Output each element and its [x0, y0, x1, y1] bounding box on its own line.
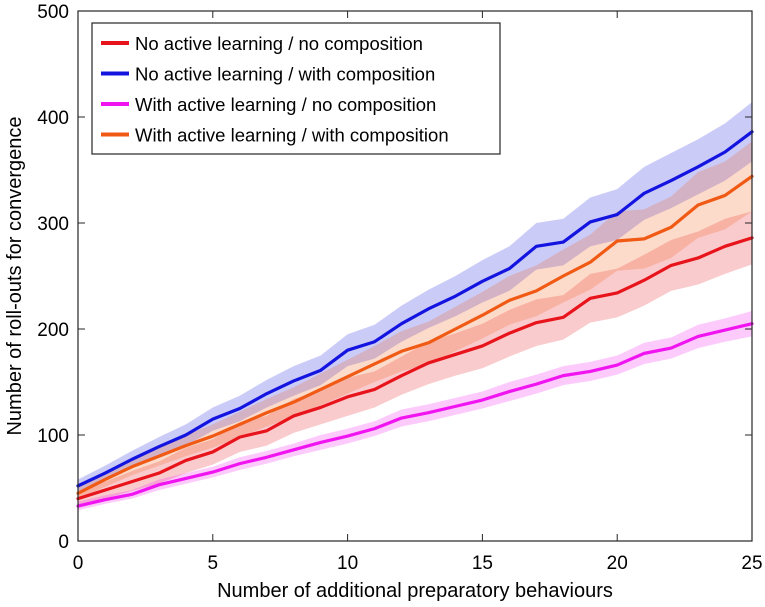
x-tick-label: 20 [607, 553, 628, 574]
x-tick-labels: 0 5 10 15 20 25 [73, 553, 763, 574]
plot-area-frame [77, 10, 753, 542]
legend-label: No active learning / with composition [135, 64, 435, 85]
y-tick-label: 500 [37, 2, 69, 23]
y-tick-label: 300 [37, 214, 69, 235]
line-with-active-learning-no-composition [76, 322, 754, 508]
legend-label: With active learning / with composition [135, 125, 449, 146]
legend-box [91, 22, 501, 155]
y-tick-label: 0 [58, 532, 69, 553]
legend-label: No active learning / no composition [135, 33, 423, 54]
series-lines [76, 130, 754, 508]
band-no-active-learning-with-composition [78, 102, 752, 493]
line-with-active-learning-with-composition [76, 174, 754, 495]
y-tick-label: 200 [37, 320, 69, 341]
y-axis-label: Number of roll-outs for convergence [4, 116, 26, 435]
axis-ticks [77, 10, 753, 542]
band-with-active-learning-with-composition [78, 141, 752, 499]
y-tick-labels: 0 100 200 300 400 500 [37, 2, 69, 553]
x-tick-label: 5 [208, 553, 219, 574]
x-axis-label: Number of additional preparatory behavio… [217, 580, 613, 602]
y-tick-label: 400 [37, 108, 69, 129]
x-tick-label: 25 [741, 553, 762, 574]
legend-label: With active learning / no composition [135, 94, 436, 115]
x-tick-label: 0 [73, 553, 84, 574]
band-no-active-learning-no-composition [78, 211, 752, 505]
line-no-active-learning-no-composition [76, 236, 754, 501]
x-tick-label: 15 [472, 553, 493, 574]
line-no-active-learning-with-composition [76, 130, 754, 488]
legend: No active learning / no composition No ac… [91, 22, 501, 155]
x-tick-label: 10 [337, 553, 358, 574]
y-tick-label: 100 [37, 426, 69, 447]
